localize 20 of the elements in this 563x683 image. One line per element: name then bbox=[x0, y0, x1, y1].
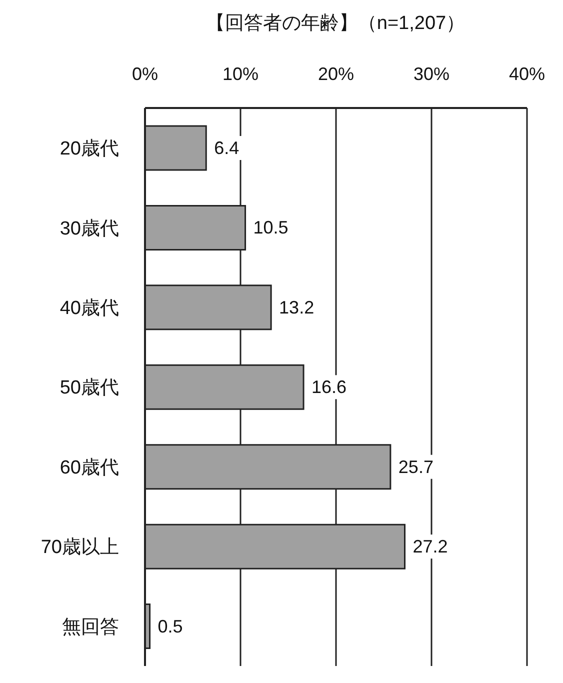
y-tick-label: 30歳代 bbox=[60, 218, 119, 240]
x-tick-label: 40% bbox=[508, 64, 546, 84]
y-tick-label: 20歳代 bbox=[60, 138, 119, 160]
data-label: 10.5 bbox=[253, 218, 288, 238]
data-label: 13.2 bbox=[279, 297, 314, 318]
x-tick-label: 20% bbox=[318, 64, 354, 84]
y-tick-label: 無回答 bbox=[62, 616, 119, 638]
x-tick-label: 30% bbox=[413, 64, 450, 84]
data-label: 0.5 bbox=[158, 616, 183, 636]
chart-title: 【回答者の年齢】（n=1,207） bbox=[204, 12, 466, 36]
data-label: 27.2 bbox=[412, 536, 448, 557]
data-label: 16.6 bbox=[312, 377, 347, 398]
y-tick-label: 50歳代 bbox=[60, 378, 119, 399]
y-tick-label: 70歳以上 bbox=[40, 537, 119, 558]
x-tick-label: 10% bbox=[222, 64, 259, 84]
data-label: 25.7 bbox=[398, 456, 434, 477]
data-label: 6.4 bbox=[214, 138, 240, 158]
y-tick-label: 40歳代 bbox=[60, 298, 119, 320]
y-tick-label: 60歳代 bbox=[60, 457, 119, 478]
x-tick-label: 0% bbox=[132, 64, 158, 84]
